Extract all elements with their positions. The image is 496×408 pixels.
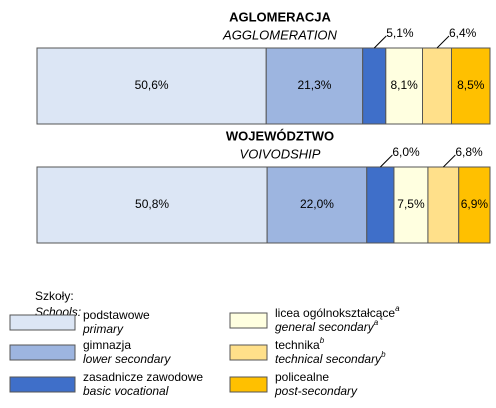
value-label: 6,4% [449, 26, 477, 40]
legend-label-en: lower secondary [83, 352, 171, 366]
value-label: 50,8% [135, 197, 169, 211]
legend-name-en: lower secondary [83, 352, 171, 366]
leader-line [373, 35, 387, 49]
bar-subtitle: VOIVODSHIP [240, 146, 321, 161]
legend-label-en: basic vocational [83, 384, 169, 398]
bar-segment [36, 166, 268, 244]
bar-segment [362, 47, 387, 125]
legend-label-en: technical secondaryb [275, 350, 386, 366]
bar-title: AGLOMERACJA [229, 9, 331, 24]
legend-name: licea ogólnokształcące [275, 306, 395, 320]
bar-subtitle: AGGLOMERATION [222, 27, 337, 42]
legend-name-en: post-secondary [274, 384, 358, 398]
leader-line [380, 154, 393, 168]
legend-label-en: primary [82, 322, 124, 336]
legend-name: gimnazja [83, 338, 131, 352]
leader-line [442, 154, 456, 168]
value-label: 21,3% [297, 78, 331, 92]
legend-swatch [9, 344, 76, 361]
bar-title: WOJEWÓDZTWO [226, 128, 334, 143]
legend-name-en: basic vocational [83, 384, 169, 398]
value-label: 8,1% [390, 78, 418, 92]
legend-name-en: general secondary [275, 320, 375, 334]
legend-title: Szkoły: [35, 289, 74, 303]
legend-label: zasadnicze zawodowe [83, 370, 203, 384]
bar-segment [422, 47, 452, 125]
legend-label: policealne [275, 370, 329, 384]
value-label: 8,5% [457, 78, 485, 92]
legend-name-en: primary [82, 322, 124, 336]
bar-segment [265, 47, 364, 125]
value-label: 6,0% [392, 145, 420, 159]
legend-swatch [9, 314, 76, 331]
legend-name: technika [275, 338, 320, 352]
legend-swatch [9, 376, 76, 393]
value-label: 22,0% [300, 197, 334, 211]
legend-swatch [229, 376, 268, 393]
leader-line [436, 35, 450, 49]
legend-note: a [395, 304, 400, 313]
value-label: 6,8% [455, 145, 483, 159]
legend-name: policealne [275, 370, 329, 384]
bar-segment [393, 166, 429, 244]
bar-segment [266, 166, 368, 244]
value-label: 5,1% [386, 26, 414, 40]
legend-label: gimnazja [83, 338, 131, 352]
legend-name: podstawowe [83, 308, 150, 322]
legend-swatch [229, 344, 268, 361]
legend-note: a [374, 318, 379, 327]
value-label: 6,9% [461, 197, 489, 211]
value-label: 7,5% [397, 197, 425, 211]
legend-label: licea ogólnokształcącea [275, 304, 400, 320]
legend-label: podstawowe [83, 308, 150, 322]
legend-label: technikab [275, 336, 325, 352]
legend-note: b [320, 336, 325, 345]
bar-segment [458, 166, 491, 244]
legend-note: b [381, 350, 386, 359]
legend-swatch [229, 312, 268, 329]
legend-name: zasadnicze zawodowe [83, 370, 203, 384]
value-label: 50,6% [135, 78, 169, 92]
legend-label-en: general secondarya [275, 318, 379, 334]
legend-label-en: post-secondary [274, 384, 358, 398]
bar-segment [450, 47, 491, 125]
bar-segment [366, 166, 395, 244]
legend-name-en: technical secondary [275, 352, 382, 366]
bar-segment [427, 166, 460, 244]
